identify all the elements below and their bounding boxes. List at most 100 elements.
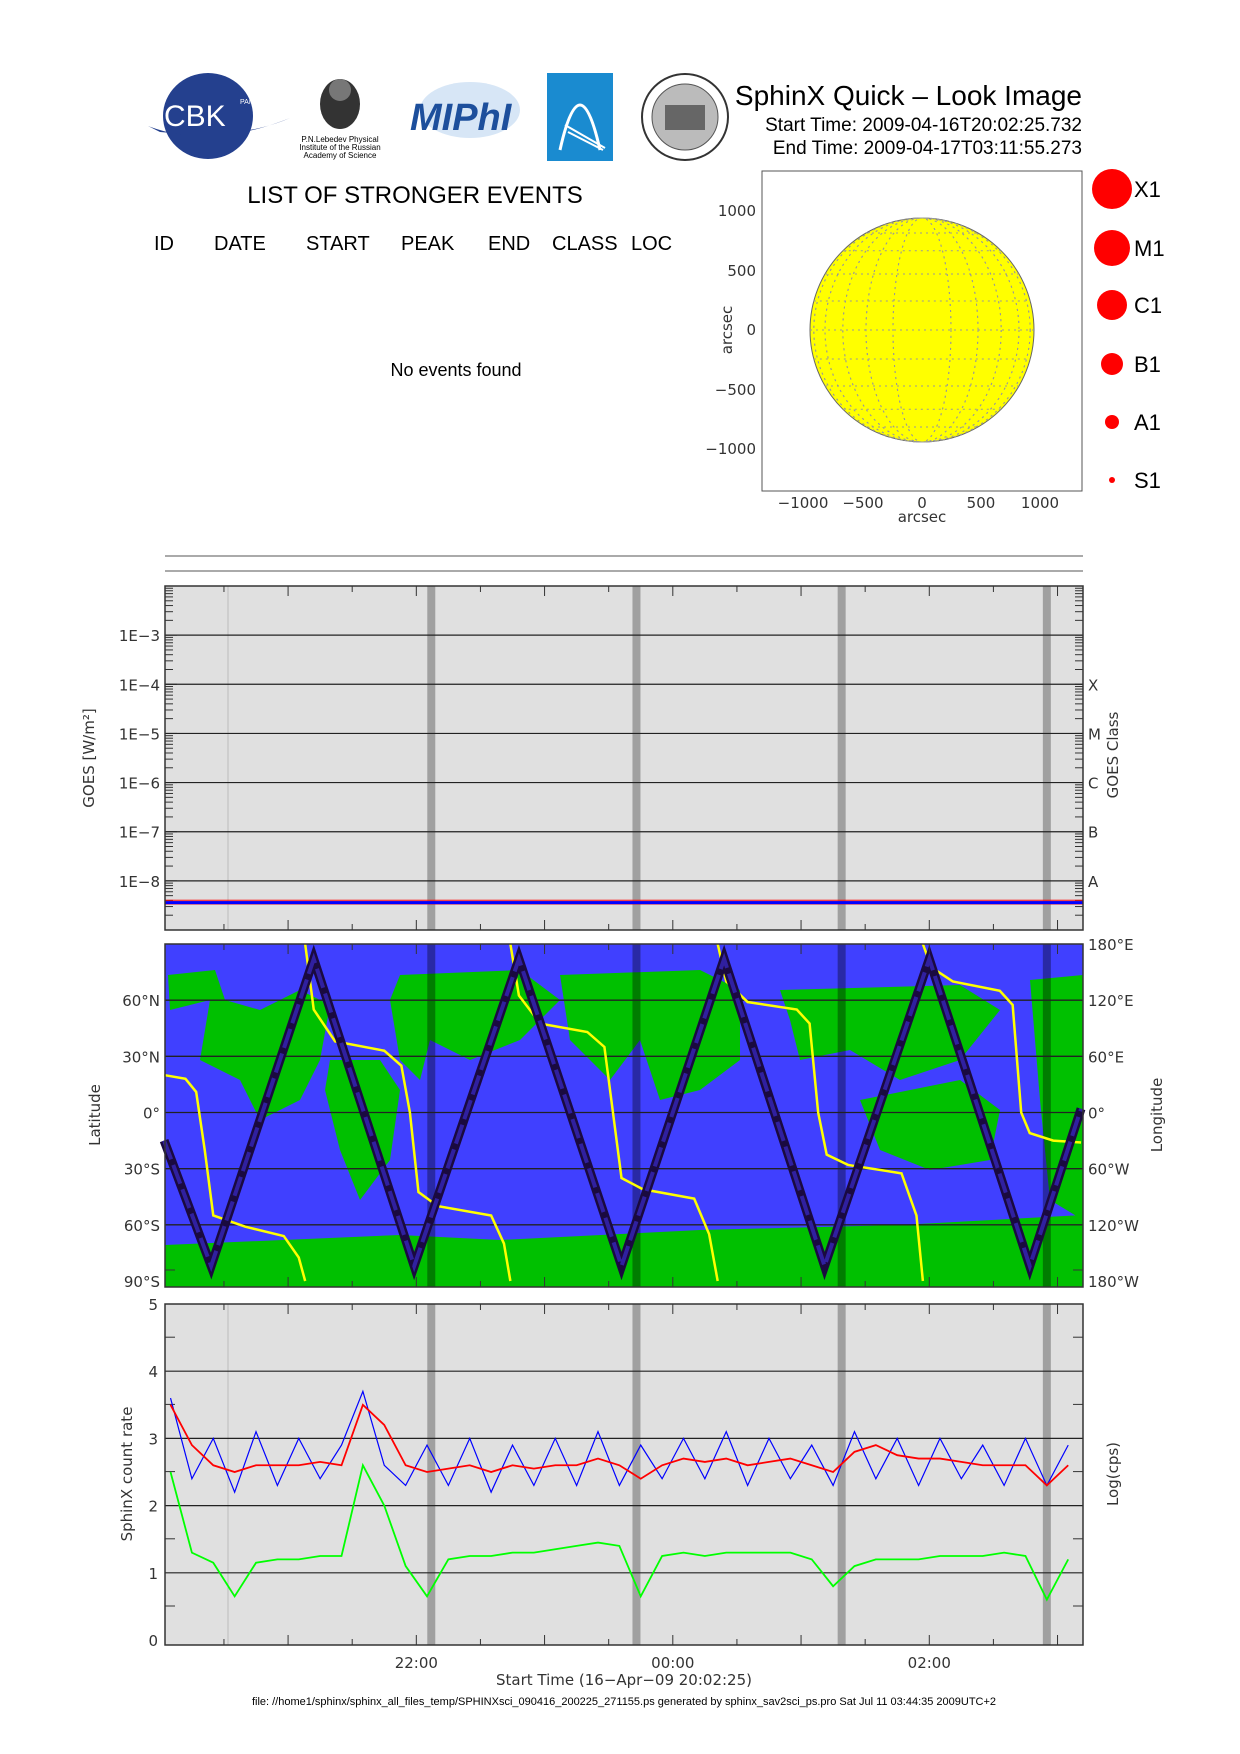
sun-xtick: −500 <box>842 494 883 512</box>
eclipse-band <box>837 1304 846 1645</box>
y-axis-label: GOES [W/m²] <box>80 708 98 807</box>
latitude-tick-label: 0° <box>143 1105 160 1123</box>
start-time: Start Time: 2009-04-16T20:02:25.732 <box>765 115 1082 136</box>
flare-class-legend: X1 M1 C1 B1 A1 S1 <box>1092 169 1165 493</box>
sun-ytick: −1000 <box>705 440 756 458</box>
observatory-seal-logo <box>641 73 729 161</box>
sun-xtick: 500 <box>967 494 996 512</box>
sun-xtick: 0 <box>917 494 927 512</box>
sun-ytick: 0 <box>746 321 756 339</box>
end-time: End Time: 2009-04-17T03:11:55.273 <box>773 138 1082 159</box>
sun-ytick: 500 <box>727 262 756 280</box>
land-mass <box>390 970 560 1080</box>
longitude-tick-label: 120°E <box>1088 992 1134 1010</box>
eclipse-band <box>1042 1304 1051 1645</box>
y-tick-label: 5 <box>148 1296 158 1314</box>
sun-map: −1000 −500 0 500 1000 arcsec 1000 500 0 … <box>705 170 1083 526</box>
column-header-end: END <box>488 233 530 255</box>
y-axis-label-right: Longitude <box>1148 1078 1166 1153</box>
sun-ylabel: arcsec <box>718 306 736 355</box>
solar-disk <box>809 217 1035 443</box>
column-header-peak: PEAK <box>401 233 455 255</box>
count-rate-series <box>169 1389 1069 1494</box>
land-mass <box>1030 975 1083 1220</box>
x-tick-label: 22:00 <box>395 1654 438 1672</box>
terminator-curve <box>303 943 512 1282</box>
goes-class-label: A <box>1088 873 1099 891</box>
sun-xlabel: arcsec <box>898 508 947 526</box>
legend-label: C1 <box>1134 293 1162 318</box>
svg-text:Institute of the Russian: Institute of the Russian <box>299 143 380 152</box>
y-axis-label: Latitude <box>86 1084 104 1146</box>
eclipse-band <box>1042 586 1051 930</box>
y-tick-label: 1E−7 <box>119 824 160 842</box>
column-header-id: ID <box>154 233 174 255</box>
orbit-track-intensity <box>162 952 1083 1273</box>
eclipse-band <box>427 586 436 930</box>
y-tick-label: 1E−5 <box>119 725 160 743</box>
latitude-tick-label: 30°S <box>124 1161 160 1179</box>
count-rate-panel: 0 1 2 3 4 5 22:00 00:00 02:00 SphinX count rate Lo… <box>118 1269 1122 1672</box>
y-tick-label: 1 <box>148 1565 158 1583</box>
y-tick-label: 3 <box>148 1430 158 1448</box>
column-header-loc: LOC <box>631 233 672 255</box>
latitude-tick-label: 90°S <box>124 1273 160 1291</box>
y-axis-label-right: Log(cps) <box>1104 1442 1122 1506</box>
legend-marker-x1 <box>1092 169 1132 209</box>
page-title: SphinX Quick – Look Image <box>735 80 1082 111</box>
lebedev-institute-logo: P.N.Lebedev Physical Institute of the Ru… <box>299 79 381 160</box>
goes-class-label: B <box>1088 824 1098 842</box>
terminator-curve <box>163 1073 307 1282</box>
events-title: LIST OF STRONGER EVENTS <box>247 182 583 209</box>
cbk-pan-logo: CBK PAN <box>148 73 290 159</box>
goes-flux-panel: 1E−3 1E−4 1E−5 1E−6 1E−7 1E−8 X M C B A GOES [W/m²]… <box>80 585 1122 931</box>
eclipse-band <box>632 944 641 1287</box>
longitude-tick-label: 60°W <box>1088 1161 1130 1179</box>
plot-frame <box>164 943 1084 1288</box>
column-header-start: START <box>306 233 370 255</box>
svg-text:P.N.Lebedev Physical: P.N.Lebedev Physical <box>301 135 378 144</box>
y-tick-label: 1E−3 <box>119 627 160 645</box>
solar-longitude-line <box>865 217 979 443</box>
eclipse-band <box>632 586 641 930</box>
plot-frame <box>164 1303 1084 1646</box>
x-axis-title: Start Time (16−Apr−09 20:02:25) <box>496 1671 752 1689</box>
sun-xtick: −1000 <box>778 494 829 512</box>
legend-label: B1 <box>1134 352 1161 377</box>
svg-text:Academy of Science: Academy of Science <box>304 151 377 160</box>
legend-label: M1 <box>1134 236 1165 261</box>
column-header-date: DATE <box>214 233 266 255</box>
terminator-curve <box>921 943 1082 1144</box>
count-rate-series <box>169 1403 1069 1487</box>
count-rate-series <box>169 1462 1070 1602</box>
space-agency-logo <box>547 73 613 161</box>
goes-class-label: C <box>1088 775 1098 793</box>
eclipse-band <box>1042 944 1051 1287</box>
miphi-logo: MIPhI <box>410 82 520 139</box>
svg-text:PAN: PAN <box>240 99 254 106</box>
eclipse-band <box>837 944 846 1287</box>
eclipse-band <box>837 586 846 930</box>
x-tick-label: 02:00 <box>908 1654 951 1672</box>
solar-longitude-line <box>813 217 1031 443</box>
land-mass <box>168 970 330 1120</box>
eclipse-band <box>632 1304 641 1645</box>
svg-text:MIPhI: MIPhI <box>410 97 513 139</box>
solar-longitude-line <box>824 217 1020 443</box>
y-axis-label: SphinX count rate <box>118 1407 136 1542</box>
y-tick-label: 2 <box>148 1498 158 1516</box>
y-tick-label: 4 <box>148 1363 158 1381</box>
sun-ytick: 1000 <box>718 202 756 220</box>
legend-label: X1 <box>1134 177 1161 202</box>
plot-background <box>165 1304 1083 1645</box>
longitude-tick-label: 180°E <box>1088 936 1134 954</box>
eclipse-band <box>427 1304 436 1645</box>
land-mass <box>860 1080 1000 1170</box>
y-tick-label: 0 <box>148 1632 158 1650</box>
longitude-tick-label: 60°E <box>1088 1048 1124 1066</box>
y-tick-label: 1E−6 <box>119 775 160 793</box>
sun-ytick: −500 <box>715 381 756 399</box>
legend-marker-c1 <box>1097 290 1127 320</box>
latitude-tick-label: 30°N <box>122 1048 160 1066</box>
